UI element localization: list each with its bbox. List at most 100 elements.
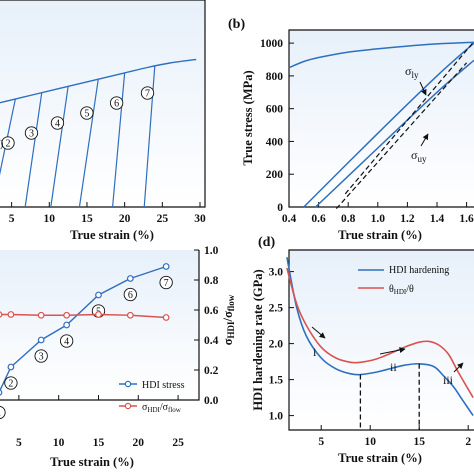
b-y-tick-label: 600 — [266, 104, 284, 116]
c-point-label: 3 — [39, 352, 44, 363]
d-y-tick-label: 3.0 — [269, 267, 284, 279]
c-data-point — [162, 314, 170, 321]
a-x-tick-label: 10 — [44, 213, 56, 225]
a-x-tick-label: 20 — [119, 213, 131, 225]
panel-c-right-y-label: σHDI/σflow — [221, 294, 236, 345]
d-y-tick-label: 2.0 — [269, 339, 284, 351]
a-unload-label: 7 — [145, 89, 150, 100]
legend-c-hdi-label: HDI stress — [142, 380, 185, 391]
b-y-tick-label: 0 — [277, 202, 283, 214]
panel-b-label: (b) — [228, 17, 245, 32]
a-x-tick-label: 15 — [81, 213, 93, 225]
b-y-tick-label: 1000 — [260, 38, 283, 50]
d-series-0 — [286, 257, 474, 417]
c-x-tick-label: 5 — [16, 437, 22, 449]
legend-c-ratio-marker — [124, 402, 132, 410]
d-x-tick-label: 15 — [413, 436, 425, 448]
panel-d-y-label: HDI hardening rate (GPa) — [251, 269, 265, 410]
d-x-tick-label: 2 — [465, 436, 471, 448]
b-x-tick-label: 0.6 — [311, 213, 326, 225]
b-fit-line-uy — [335, 62, 468, 210]
arrow-uy — [420, 133, 429, 147]
panel-a-axes — [0, 0, 206, 208]
b-x-tick-label: 0.4 — [282, 213, 297, 225]
b-series-reload-upper — [303, 42, 474, 208]
c-data-point — [7, 363, 15, 371]
a-unload-label: 2 — [6, 139, 11, 150]
panel-d-ticks: 5 10 15 2 1.0 1.5 2.0 2.5 3.0 — [269, 267, 472, 448]
annotation-i: i — [313, 345, 317, 359]
c-y-tick-label: 1.0 — [204, 245, 219, 257]
panel-c-plot-bg — [0, 250, 199, 400]
arrow-i — [311, 326, 326, 339]
b-x-tick-label: 1.6 — [459, 213, 474, 225]
c-data-point — [95, 311, 102, 318]
a-unload-label: 4 — [55, 119, 60, 130]
a-unload-label-ring — [140, 86, 155, 100]
b-y-tick-label: 200 — [266, 169, 284, 181]
d-x-tick-label: 5 — [318, 436, 324, 448]
c-data-point — [63, 311, 71, 319]
arrow-ly — [419, 81, 427, 96]
c-y-tick-label: 0.0 — [204, 395, 219, 407]
a-unload-label: 6 — [114, 99, 119, 110]
a-unload-label-ring — [80, 106, 94, 120]
c-data-point — [162, 263, 170, 270]
b-x-tick-label: 1.4 — [430, 213, 445, 225]
a-unload-line — [50, 86, 69, 208]
annotation-iii: iii — [443, 373, 454, 387]
panel-c-ticks: 5 10 15 20 25 0.0 0.2 0.4 0.6 0.8 1.0 — [16, 245, 219, 449]
annotation-ii: ii — [390, 360, 397, 374]
d-y-tick-label: 2.5 — [269, 303, 284, 315]
b-x-tick-label: 0.8 — [341, 213, 356, 225]
a-unload-label-ring — [50, 116, 65, 130]
panel-d-axes — [288, 249, 474, 431]
b-fit-line-ly — [344, 41, 474, 195]
legend-d-hdi-label: HDI hardening — [389, 265, 449, 276]
c-x-tick-label: 15 — [93, 437, 105, 449]
c-point-label-ring — [4, 376, 18, 390]
a-flow-curve — [0, 58, 197, 104]
panel-b: (b) 0.4 0.6 0.8 1.0 1.2 1.4 1.6 0 200 400 600 800 10… — [228, 17, 474, 242]
c-point-label-ring — [59, 334, 74, 348]
panel-b-y-label: True stress (MPa) — [241, 70, 255, 165]
panel-a-x-ticks: 5 10 15 20 25 30 — [9, 202, 206, 225]
arrow-iii — [453, 362, 464, 373]
panel-c-x-label: True strain (%) — [50, 455, 134, 469]
a-x-tick-label: 25 — [157, 213, 169, 225]
c-data-point — [0, 389, 3, 396]
b-y-tick-label: 800 — [266, 71, 284, 83]
a-unload-label: 5 — [84, 109, 89, 120]
panel-d-label: (d) — [258, 235, 275, 250]
a-unload-label: 3 — [29, 129, 34, 140]
a-unload-label-ring — [1, 136, 15, 150]
c-point-label: 2 — [8, 379, 13, 390]
d-x-tick-label: 10 — [364, 436, 376, 448]
d-y-tick-label: 1.0 — [269, 411, 284, 423]
c-data-point — [95, 291, 102, 299]
panel-d-plot-bg — [289, 250, 474, 430]
c-y-tick-label: 0.6 — [204, 305, 219, 317]
d-y-tick-label: 1.5 — [269, 375, 284, 387]
panel-b-plot-bg — [289, 30, 474, 207]
c-data-point — [126, 275, 134, 282]
c-data-point — [37, 336, 45, 344]
panel-b-curves — [288, 41, 474, 210]
c-point-label: 4 — [64, 337, 69, 348]
panel-d-x-label: True strain (%) — [338, 451, 422, 465]
panel-b-axes — [288, 29, 474, 208]
a-partial-label: ) — [0, 139, 3, 150]
d-series-1 — [286, 267, 474, 398]
c-data-point — [63, 321, 71, 329]
panel-c: 5 10 15 20 25 0.0 0.2 0.4 0.6 0.8 1.0 1 2 3 4 5 6 7 HDI … — [0, 245, 236, 469]
c-y-tick-label: 0.2 — [204, 365, 219, 377]
legend-c-hdi-marker — [124, 380, 132, 388]
c-point-label-ring — [34, 349, 48, 363]
panel-d-curves — [286, 257, 474, 430]
arrow-ii — [379, 347, 406, 355]
b-y-tick-label: 400 — [266, 136, 284, 148]
c-point-label: 6 — [128, 290, 133, 301]
panel-c-curves: 1234567 — [0, 263, 173, 420]
b-series-loading — [288, 41, 474, 69]
